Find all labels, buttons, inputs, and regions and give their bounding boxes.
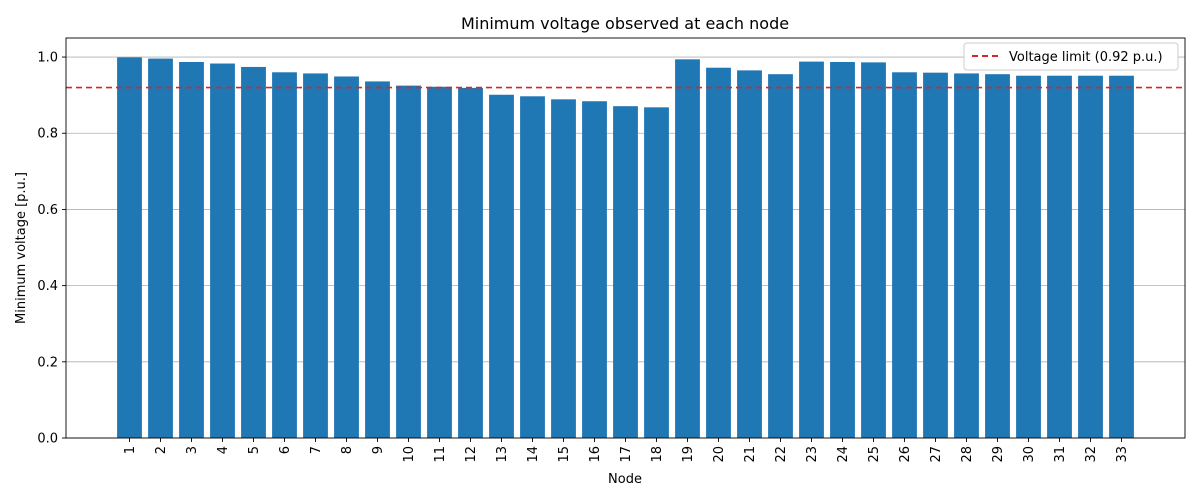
y-tick-label: 1.0	[37, 51, 58, 66]
x-tick-label: 29	[991, 446, 1006, 463]
bar-node-6	[272, 72, 297, 439]
bar-node-21	[737, 70, 762, 438]
bar-node-2	[148, 58, 173, 438]
x-tick-label: 32	[1084, 446, 1099, 463]
x-axis-ticks: 1 2 3 4 5 6 7 8 9 10 11 12 13 14 15 16 17 18 19 20 21 22 23 24 2…	[123, 438, 1130, 463]
bar-node-4	[210, 63, 235, 439]
x-tick-label: 22	[774, 446, 789, 463]
chart-title: Minimum voltage observed at each node	[461, 14, 789, 33]
x-tick-label: 16	[588, 446, 603, 463]
x-tick-label: 11	[433, 446, 448, 463]
bar-node-3	[179, 62, 204, 438]
x-tick-label: 5	[247, 446, 262, 454]
bar-node-14	[520, 96, 545, 439]
x-tick-label: 13	[495, 446, 510, 463]
x-tick-label: 27	[929, 446, 944, 463]
x-tick-label: 20	[712, 446, 727, 463]
x-tick-label: 17	[619, 446, 634, 463]
bar-node-11	[427, 86, 452, 438]
bar-node-27	[923, 72, 948, 439]
y-tick-label: 0.2	[37, 355, 58, 370]
x-tick-label: 3	[185, 446, 200, 454]
bar-node-7	[303, 73, 328, 438]
x-tick-label: 4	[216, 446, 231, 454]
bar-node-15	[551, 99, 576, 438]
x-tick-label: 19	[681, 446, 696, 463]
bar-node-30	[1016, 75, 1041, 438]
y-tick-label: 0.4	[37, 279, 58, 294]
x-tick-label: 14	[526, 446, 541, 463]
x-tick-label: 8	[340, 446, 355, 454]
bar-node-23	[799, 61, 824, 438]
bar-node-20	[706, 67, 731, 438]
bar-node-5	[241, 66, 266, 438]
bar-node-31	[1047, 75, 1072, 438]
x-tick-label: 31	[1053, 446, 1068, 463]
bar-node-16	[582, 101, 607, 438]
x-tick-label: 28	[960, 446, 975, 463]
bar-node-25	[861, 62, 886, 438]
x-tick-label: 10	[402, 446, 417, 463]
y-axis-label: Minimum voltage [p.u.]	[14, 172, 29, 324]
x-tick-label: 18	[650, 446, 665, 463]
bar-node-10	[396, 85, 421, 438]
x-tick-label: 33	[1115, 446, 1130, 463]
x-tick-label: 1	[123, 446, 138, 454]
bar-node-18	[644, 107, 669, 438]
bar-node-26	[892, 72, 917, 439]
x-tick-label: 21	[743, 446, 758, 463]
x-tick-label: 24	[836, 446, 851, 463]
x-tick-label: 26	[898, 446, 913, 463]
y-tick-label: 0.6	[37, 203, 58, 218]
bar-node-12	[458, 87, 483, 439]
legend-label: Voltage limit (0.92 p.u.)	[1009, 50, 1163, 65]
bar-node-28	[954, 73, 979, 438]
x-tick-label: 25	[867, 446, 882, 463]
bar-node-17	[613, 106, 638, 438]
y-axis-ticks: 0.0 0.2 0.4 0.6 0.8 1.0	[37, 51, 66, 447]
bar-node-22	[768, 74, 793, 438]
bar-node-13	[489, 94, 514, 438]
x-tick-label: 6	[278, 446, 293, 454]
x-tick-label: 15	[557, 446, 572, 463]
bar-node-29	[985, 74, 1010, 438]
legend-frame	[963, 42, 1179, 71]
x-tick-label: 7	[309, 446, 324, 454]
y-tick-label: 0.8	[37, 127, 58, 142]
x-axis-label: Node	[608, 472, 642, 487]
bar-series	[117, 57, 1134, 439]
bar-node-32	[1078, 75, 1103, 438]
x-tick-label: 2	[154, 446, 169, 454]
y-tick-label: 0.0	[37, 432, 58, 447]
x-tick-label: 9	[371, 446, 386, 454]
bar-node-33	[1109, 75, 1134, 438]
bar-node-8	[334, 76, 359, 438]
bar-node-9	[365, 81, 390, 438]
legend: Voltage limit (0.92 p.u.)	[963, 42, 1179, 71]
bar-node-24	[830, 62, 855, 438]
bar-node-1	[117, 57, 142, 439]
x-tick-label: 30	[1022, 446, 1037, 463]
x-tick-label: 12	[464, 446, 479, 463]
bar-node-19	[675, 59, 700, 438]
x-tick-label: 23	[805, 446, 820, 463]
